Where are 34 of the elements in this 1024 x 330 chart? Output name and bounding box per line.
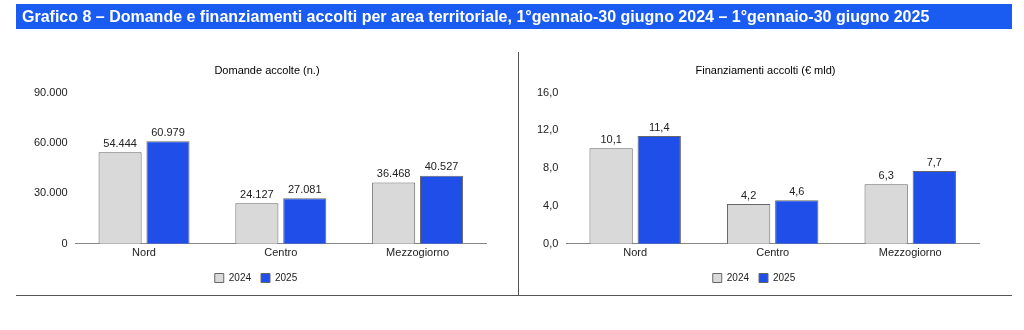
x-tick-label: Centro — [264, 246, 298, 259]
data-label: 7,7 — [926, 155, 942, 168]
y-tick-label: 30.000 — [33, 186, 68, 199]
data-label: 54.444 — [103, 136, 137, 149]
data-label: 27.081 — [287, 182, 322, 195]
y-tick-label: 4,0 — [543, 199, 559, 212]
data-label: 11,4 — [648, 120, 670, 133]
data-label: 4,2 — [740, 188, 757, 201]
y-tick-label: 8,0 — [543, 161, 559, 174]
legend-label: 2024 — [726, 271, 750, 283]
x-tick-label: Mezzogiorno — [878, 246, 942, 259]
y-tick-label: 12,0 — [536, 123, 559, 136]
chart-title: Finanziamenti accolti (€ mld) — [694, 64, 837, 78]
y-tick-label: 90.000 — [33, 85, 68, 98]
legend-label: 2025 — [275, 271, 298, 283]
y-tick-label: 60.000 — [33, 136, 68, 149]
y-tick-label: 16,0 — [536, 85, 559, 98]
chart-title: Grafico 8 – Domande e finanziamenti accolti per area territoriale, 1°gennaio-30 giugno 2024 – 1°gennaio-30 giugno 2025 — [16, 4, 1012, 29]
y-tick-label: 0 — [61, 236, 68, 249]
x-tick-label: Nord — [623, 246, 648, 259]
data-label: 36.468 — [376, 167, 411, 180]
data-label: 40.527 — [424, 160, 459, 173]
legend-label: 2025 — [773, 271, 796, 283]
x-tick-label: Centro — [756, 246, 790, 259]
x-tick-label: Mezzogiorno — [386, 246, 450, 259]
data-label: 60.979 — [151, 125, 185, 138]
y-tick-label: 0,0 — [543, 236, 559, 249]
data-label: 6,3 — [878, 168, 894, 181]
x-tick-label: Nord — [132, 246, 156, 259]
data-label: 10,1 — [600, 132, 622, 145]
chart-subtitle: Domande accolte (n.) — [213, 64, 321, 78]
legend-label: 2024 — [228, 271, 252, 283]
data-label: 4,6 — [789, 184, 805, 197]
data-label: 24.127 — [240, 187, 274, 200]
